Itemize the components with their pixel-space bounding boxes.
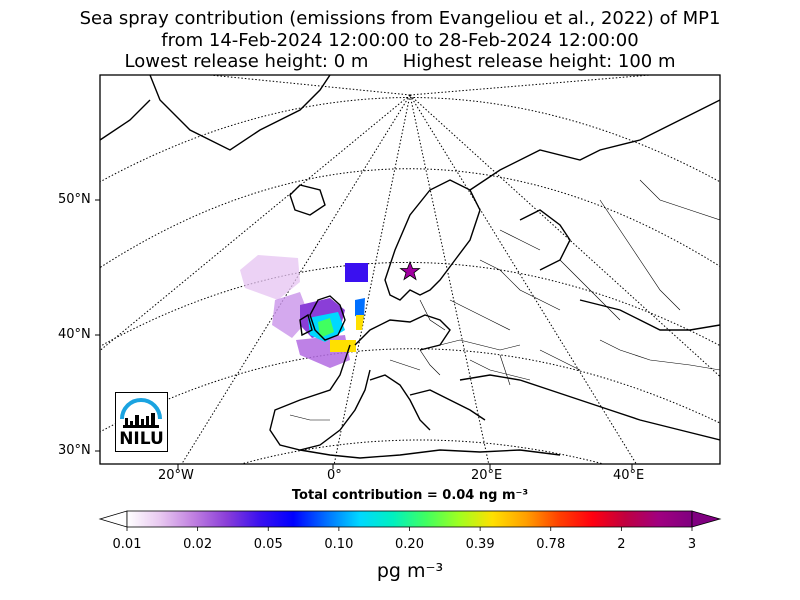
lon-label-20w: 20°W xyxy=(158,468,194,483)
coastlines xyxy=(100,75,720,459)
colorbar-low-extend xyxy=(98,510,128,528)
colorbar-tick-label: 0.20 xyxy=(395,537,424,552)
axis-ticks xyxy=(95,199,633,469)
country-borders xyxy=(289,179,720,421)
lat-label-30n: 30°N xyxy=(58,443,91,458)
colorbar-tick-label: 0.02 xyxy=(183,537,213,552)
nilu-logo-graphic xyxy=(120,398,162,428)
colorbar-tick-label: 3 xyxy=(687,537,697,552)
nilu-logo-text: NILU xyxy=(119,429,164,449)
graticule xyxy=(100,75,720,464)
colorbar-tick-label: 0.10 xyxy=(324,537,354,552)
nilu-logo: NILU xyxy=(115,392,168,452)
station-star-marker xyxy=(399,260,421,281)
lon-label-0: 0° xyxy=(327,468,342,483)
colorbar-high-extend xyxy=(691,510,722,528)
map-frame xyxy=(99,74,721,465)
lon-label-20e: 20°E xyxy=(471,468,503,483)
colorbar-unit: pg m⁻³ xyxy=(376,560,444,582)
lon-label-40e: 40°E xyxy=(613,468,645,483)
colorbar-tick-label: 0.01 xyxy=(112,537,142,552)
total-contribution-label: Total contribution = 0.04 ng m⁻³ xyxy=(291,488,529,503)
colorbar-tick-label: 0.39 xyxy=(465,537,495,552)
title-line-1: Sea spray contribution (emissions from E… xyxy=(79,8,721,29)
colorbar-tick-label: 0.05 xyxy=(253,537,283,552)
lat-label-40n: 40°N xyxy=(58,327,91,342)
concentration-plume xyxy=(240,255,368,368)
title-line-2: from 14-Feb-2024 12:00:00 to 28-Feb-2024… xyxy=(161,30,639,51)
lat-label-50n: 50°N xyxy=(58,192,91,207)
title-line-3: Lowest release height: 0 m Highest relea… xyxy=(124,51,676,72)
colorbar-gradient xyxy=(126,510,693,528)
colorbar-tick-label: 0.78 xyxy=(536,537,566,552)
colorbar-tick-label: 2 xyxy=(617,537,626,552)
